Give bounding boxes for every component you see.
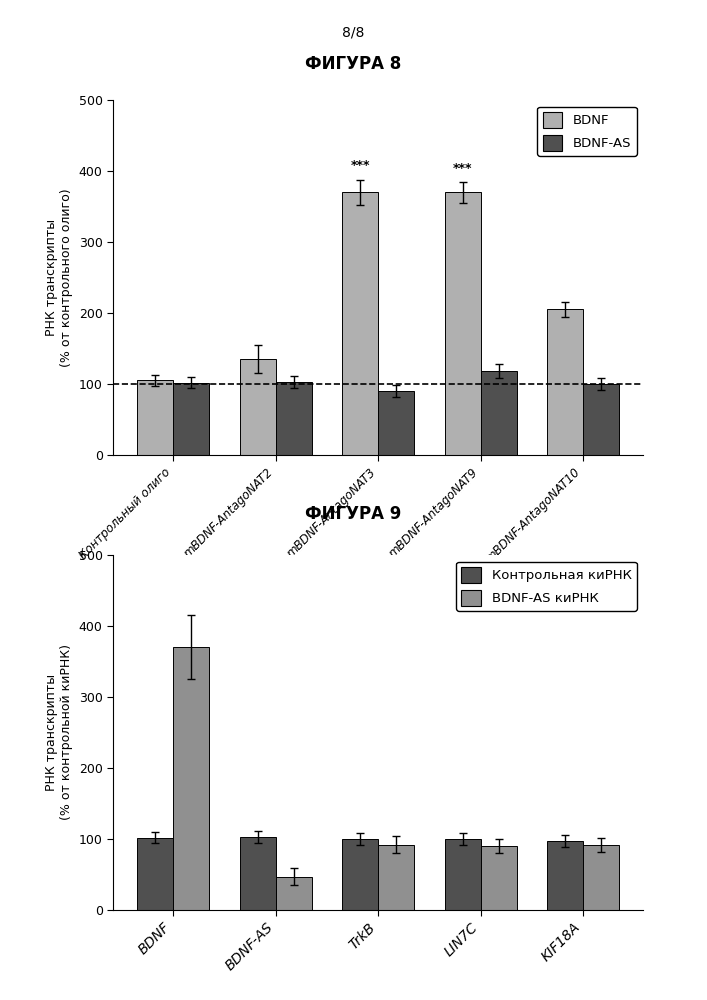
Bar (445, 839, 481, 910)
Bar (276, 382, 312, 455)
Bar (173, 647, 209, 910)
Bar (137, 380, 173, 455)
Bar (547, 841, 583, 910)
Text: ***: *** (453, 162, 472, 175)
Text: ФИГУРА 9: ФИГУРА 9 (305, 505, 402, 523)
Text: ***: *** (351, 159, 370, 172)
Bar (137, 838, 173, 910)
Legend: Контрольная киРНК, BDNF-AS киРНК: Контрольная киРНК, BDNF-AS киРНК (456, 562, 637, 611)
Y-axis label: РНК транскрипты
(% от контрольной киРНК): РНК транскрипты (% от контрольной киРНК) (45, 645, 73, 820)
Bar (547, 309, 583, 455)
Bar (481, 846, 517, 910)
Y-axis label: РНК транскрипты
(% от контрольного олиго): РНК транскрипты (% от контрольного олиго… (45, 188, 73, 367)
Bar (481, 371, 517, 455)
Text: ФИГУРА 8: ФИГУРА 8 (305, 55, 402, 73)
Bar (240, 837, 276, 910)
Bar (445, 192, 481, 455)
Text: 8/8: 8/8 (342, 25, 365, 39)
Bar (276, 877, 312, 910)
Bar (583, 845, 619, 910)
X-axis label: Обработка: Обработка (330, 641, 426, 657)
Legend: BDNF, BDNF-AS: BDNF, BDNF-AS (537, 107, 637, 156)
Bar (342, 192, 378, 455)
Bar (240, 359, 276, 455)
Bar (378, 391, 414, 455)
Bar (342, 839, 378, 910)
Bar (173, 383, 209, 455)
Bar (583, 384, 619, 455)
Bar (378, 845, 414, 910)
